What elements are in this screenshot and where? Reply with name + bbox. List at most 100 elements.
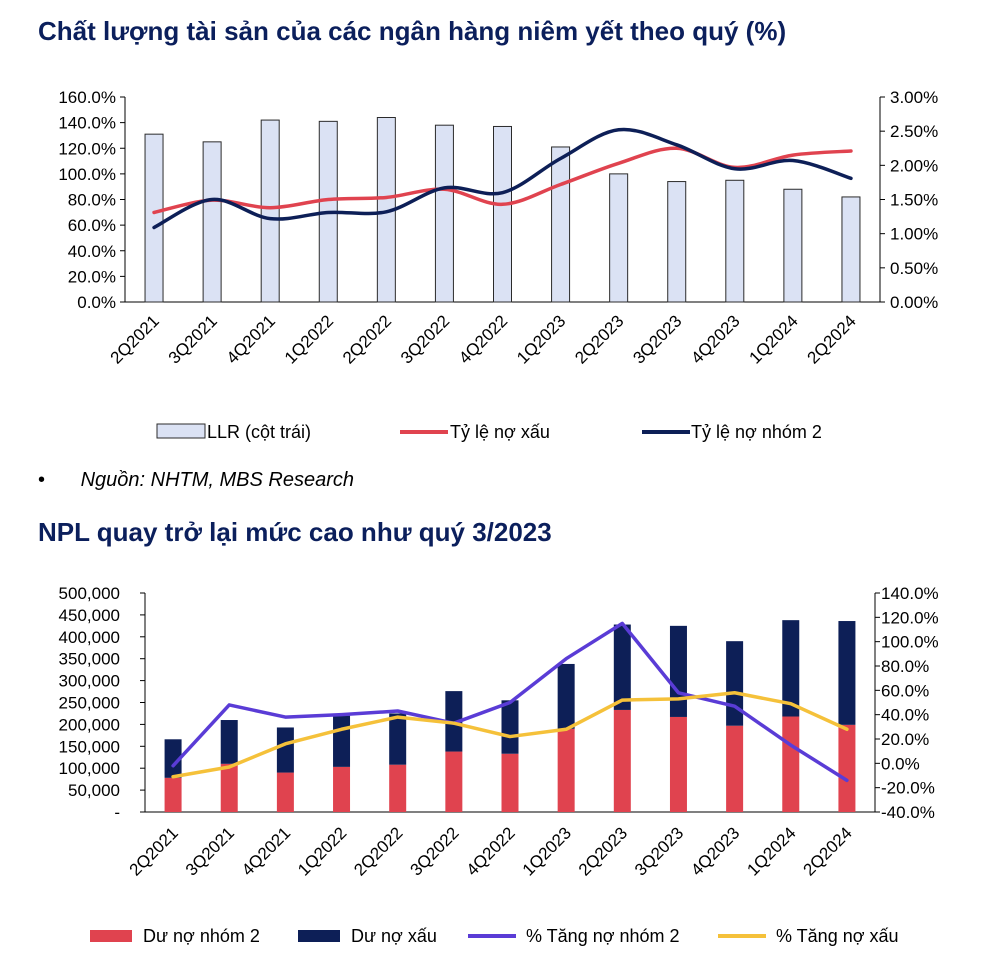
chart2-x-tick-label: 2Q2021 (126, 823, 182, 879)
chart2-x-tick-label: 1Q2024 (743, 823, 799, 879)
legend-swatch-bad-debt (298, 930, 340, 942)
chart1-left-tick-label: 0.0% (77, 293, 116, 312)
llr-bar (434, 124, 454, 303)
chart2-right-tick-label: 120.0% (881, 608, 939, 627)
llr-bar (493, 125, 512, 303)
chart1-right-tick-label: 1.50% (890, 191, 938, 210)
legend-label-group2-ratio: Tỷ lệ nợ nhóm 2 (691, 422, 822, 442)
chart2-right-tick-label: 60.0% (881, 681, 929, 700)
chart2-left-tick-label: 50,000 (68, 781, 120, 800)
chart2-x-tick-label: 4Q2022 (463, 823, 519, 879)
legend-label-bad-debt: Dư nợ xấu (351, 926, 437, 946)
legend-label-bad-debt-growth: % Tăng nợ xấu (776, 926, 899, 946)
bad-debt-bar (220, 720, 238, 764)
tang-no-nhom-2-line (171, 621, 849, 783)
bad-debt-bar (838, 621, 856, 725)
bad-debt-bar (669, 625, 687, 717)
chart1-left-tick-label: 100.0% (58, 165, 116, 184)
chart1-left-tick-label: 80.0% (68, 191, 116, 210)
chart2-right-tick-label: 40.0% (881, 706, 929, 725)
chart2-x-tick-label: 1Q2023 (519, 823, 575, 879)
chart2-right-tick-label: 140.0% (881, 584, 939, 603)
group2-debt-bar (389, 764, 407, 812)
chart2-left-tick-label: 450,000 (59, 606, 120, 625)
bad-debt-bar (557, 663, 575, 729)
chart2-x-tick-label: 3Q2023 (631, 823, 687, 879)
chart2-right-tick-label: 80.0% (881, 657, 929, 676)
group2-debt-bar (613, 709, 631, 812)
group2-debt-bar (557, 728, 575, 812)
bad-debt-bar (613, 624, 631, 710)
chart2-left-tick-label: 500,000 (59, 584, 120, 603)
llr-bar (667, 181, 687, 303)
bad-debt-bar (276, 727, 294, 773)
group2-debt-bar (445, 751, 463, 812)
group2-debt-bar (220, 763, 238, 812)
chart2-title: NPL quay trở lại mức cao như quý 3/2023 (38, 517, 552, 547)
chart1-left-tick-label: 20.0% (68, 267, 116, 286)
group2-debt-bar (501, 753, 519, 812)
llr-bar (725, 179, 745, 303)
chart1-left-tick-label: 40.0% (68, 242, 116, 261)
chart1-right-tick-label: 3.00% (890, 88, 938, 107)
chart1-right-tick-label: 2.50% (890, 122, 938, 141)
chart2-left-tick-label: 250,000 (59, 694, 120, 713)
bullet-icon: • (38, 469, 46, 491)
llr-bar (609, 173, 629, 303)
group2-debt-bar (838, 724, 856, 812)
chart2-left-tick-label: 150,000 (59, 737, 120, 756)
chart2-right-tick-label: -40.0% (881, 803, 935, 822)
chart1-left-tick-label: 60.0% (68, 216, 116, 235)
source-note: • Nguồn: NHTM, MBS Research (38, 469, 354, 492)
llr-bar (260, 119, 280, 303)
group2-debt-bar (164, 777, 182, 812)
chart2-left-tick-label: 350,000 (59, 650, 120, 669)
chart2-right-tick-label: 20.0% (881, 730, 929, 749)
llr-bar (841, 196, 861, 303)
chart2-x-tick-label: 2Q2023 (575, 823, 631, 879)
chart2-right-tick-label: 0.0% (881, 754, 920, 773)
chart2-left-tick-label: 400,000 (59, 628, 120, 647)
group2-debt-bar (782, 716, 800, 812)
bad-debt-bar (782, 620, 800, 717)
chart1-left-tick-label: 120.0% (58, 139, 116, 158)
tang-no-xau-line (171, 691, 849, 779)
bad-debt-bar (333, 715, 351, 767)
group2-debt-bar (726, 725, 744, 812)
chart2-x-tick-label: 3Q2022 (406, 823, 462, 879)
chart1-right-tick-label: 1.00% (890, 225, 938, 244)
legend-label-llr: LLR (cột trái) (207, 422, 311, 442)
chart2-left-tick-label: 100,000 (59, 759, 120, 778)
group2-debt-bar (669, 716, 687, 812)
bad-debt-bar (501, 700, 519, 754)
legend-swatch-group2-debt (90, 930, 132, 942)
chart1-title: Chất lượng tài sản của các ngân hàng niê… (38, 16, 787, 46)
chart2-right-tick-label: 100.0% (881, 633, 939, 652)
chart1-left-tick-label: 140.0% (58, 114, 116, 133)
chart2-left-tick-label: 200,000 (59, 715, 120, 734)
chart1-right-tick-label: 0.00% (890, 293, 938, 312)
bad-debt-bar (726, 641, 744, 726)
ty-le-no-nhom-2-line (152, 127, 853, 230)
chart1-right-tick-label: 0.50% (890, 259, 938, 278)
chart2-x-tick-label: 3Q2021 (182, 823, 238, 879)
chart2-x-tick-label: 2Q2022 (350, 823, 406, 879)
chart2-x-tick-label: 4Q2023 (687, 823, 743, 879)
chart2-x-tick-label: 2Q2024 (800, 823, 856, 879)
source-text: Nguồn: NHTM, MBS Research (80, 469, 354, 491)
chart2-right-tick-label: -20.0% (881, 779, 935, 798)
chart2-left-tick-label: 300,000 (59, 672, 120, 691)
group2-debt-bar (276, 772, 294, 812)
llr-bar (202, 141, 222, 303)
legend-label-group2-growth: % Tăng nợ nhóm 2 (526, 926, 680, 946)
bad-debt-bar (389, 713, 407, 765)
chart1-right-tick-label: 2.00% (890, 156, 938, 175)
chart2-x-tick-label: 1Q2022 (294, 823, 350, 879)
chart1-left-tick-label: 160.0% (58, 88, 116, 107)
legend-label-npl-ratio: Tỷ lệ nợ xấu (450, 422, 550, 442)
chart2-left-tick-label: - (114, 803, 120, 822)
chart2-x-tick-label: 4Q2021 (238, 823, 294, 879)
legend-swatch-llr (156, 423, 206, 439)
chart1-svg: 160.0% 140.0% 120.0% 100.0% 80.0% 60.0% 40.0% 2… (58, 88, 938, 442)
